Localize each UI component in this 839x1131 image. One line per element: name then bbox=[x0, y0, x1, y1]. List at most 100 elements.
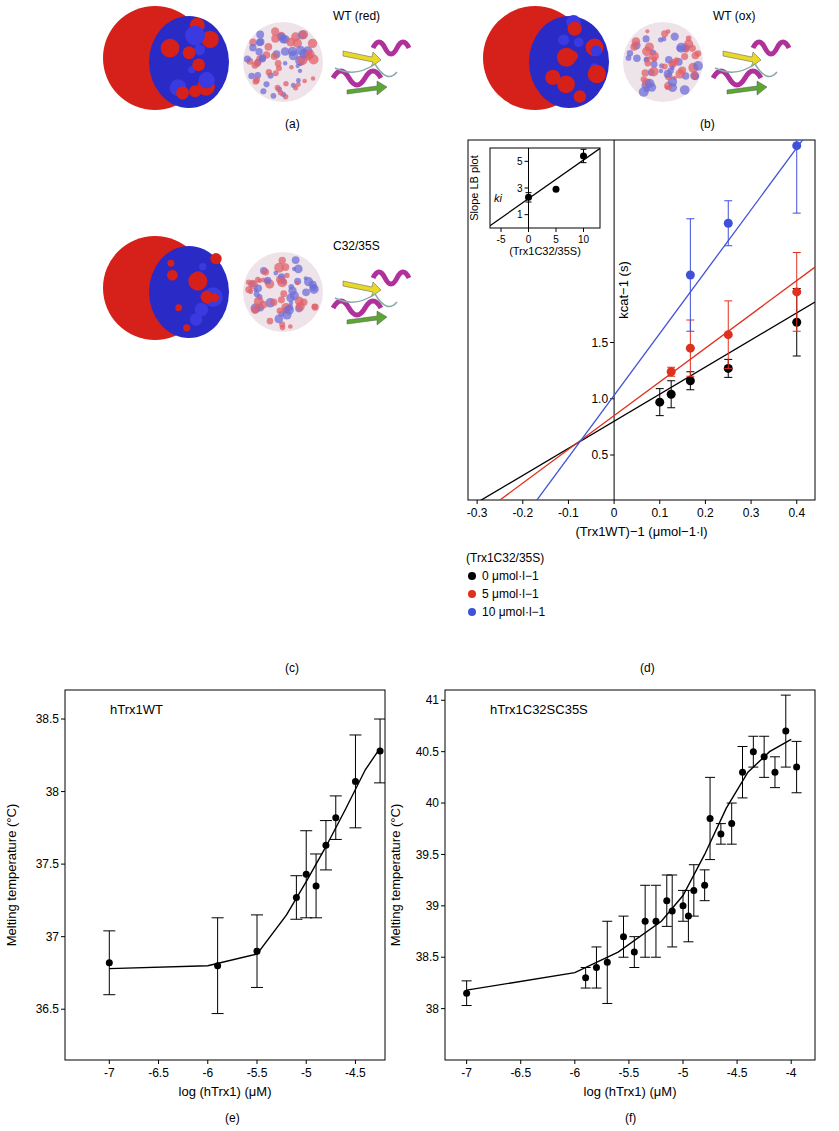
point bbox=[690, 887, 697, 894]
y-tick-label: 36.5 bbox=[36, 1002, 60, 1016]
x-axis-title: (Trx1WT)−1 (μmol−1·l) bbox=[576, 524, 708, 539]
chart-title: hTrx1C32SC35S bbox=[490, 702, 588, 717]
potential-bump bbox=[586, 38, 604, 56]
x-tick bbox=[109, 1060, 110, 1064]
y-axis-title: Melting temperature (°C) bbox=[388, 804, 403, 946]
x-tick-label: 10 bbox=[578, 234, 590, 245]
y-tick-label: 37.5 bbox=[36, 857, 60, 871]
error-bar bbox=[103, 931, 115, 995]
molecule-image bbox=[483, 6, 789, 110]
surface-patch bbox=[249, 44, 256, 51]
surface-patch bbox=[662, 63, 668, 69]
panel-label: (d) bbox=[640, 661, 655, 675]
point bbox=[793, 764, 800, 771]
x-tick bbox=[477, 500, 478, 504]
x-tick-label: -6 bbox=[202, 1066, 213, 1080]
surface-patch bbox=[693, 61, 703, 71]
y-tick-label: 1 bbox=[517, 209, 523, 220]
x-tick-label: -5 bbox=[497, 234, 506, 245]
point bbox=[582, 974, 589, 981]
potential-bump bbox=[183, 46, 196, 59]
fit-line bbox=[468, 302, 815, 500]
potential-bump bbox=[167, 270, 178, 281]
point bbox=[620, 933, 627, 940]
panel-label: (a) bbox=[285, 117, 300, 131]
surface-patch bbox=[284, 305, 294, 315]
point bbox=[717, 830, 724, 837]
point bbox=[686, 271, 695, 280]
ribbon-helix bbox=[333, 71, 381, 85]
error-bar bbox=[683, 890, 693, 941]
y-tick bbox=[441, 700, 445, 701]
point bbox=[707, 815, 714, 822]
x-tick-label: -0.2 bbox=[512, 506, 533, 520]
surface-patch bbox=[311, 76, 315, 80]
y-tick bbox=[61, 719, 65, 720]
x-tick bbox=[574, 1060, 575, 1064]
surface-patch bbox=[264, 43, 272, 51]
surface-patch bbox=[257, 38, 265, 46]
y-tick-label: 41 bbox=[426, 693, 440, 707]
point bbox=[724, 219, 733, 228]
x-tick bbox=[583, 228, 584, 232]
surface-patch bbox=[264, 277, 271, 284]
potential-bump bbox=[201, 291, 214, 304]
surface-patch bbox=[280, 290, 287, 297]
y-tick-label: 38 bbox=[46, 785, 60, 799]
point bbox=[667, 367, 676, 376]
surface-patch bbox=[294, 278, 301, 285]
fit-line bbox=[468, 140, 815, 500]
surface-patch bbox=[680, 85, 690, 95]
x-tick-label: -5 bbox=[301, 1066, 312, 1080]
y-tick bbox=[61, 936, 65, 937]
surface-patch bbox=[667, 68, 673, 74]
x-tick bbox=[501, 228, 502, 232]
surface-patch bbox=[278, 90, 284, 96]
surface-patch bbox=[288, 324, 293, 329]
surface-patch bbox=[262, 269, 269, 276]
point bbox=[685, 913, 692, 920]
surface-patch bbox=[690, 71, 699, 80]
x-axis-title: (Trx1C32/35S) bbox=[509, 245, 581, 257]
x-tick bbox=[614, 500, 615, 504]
potential-blue bbox=[149, 246, 229, 338]
x-tick-label: 0 bbox=[526, 234, 532, 245]
surface-patch bbox=[632, 37, 641, 46]
error-bar bbox=[770, 757, 780, 788]
surface-patch bbox=[288, 286, 296, 294]
y-axis-title: Slope LB plot bbox=[468, 155, 480, 220]
y-tick bbox=[525, 188, 529, 189]
surface-patch bbox=[281, 47, 290, 56]
point bbox=[750, 748, 757, 755]
data-group bbox=[462, 695, 802, 1005]
x-tick-label: -7 bbox=[461, 1066, 472, 1080]
surface-patch bbox=[284, 273, 289, 278]
image-label: WT (ox) bbox=[713, 9, 755, 23]
surface-patch bbox=[659, 69, 664, 74]
y-tick-label: 5 bbox=[517, 156, 523, 167]
point bbox=[792, 287, 801, 296]
y-tick bbox=[441, 751, 445, 752]
x-tick-label: -6 bbox=[569, 1066, 580, 1080]
y-tick bbox=[441, 1008, 445, 1009]
potential-bump bbox=[189, 85, 201, 97]
ribbon-helix bbox=[373, 42, 409, 54]
error-bar bbox=[793, 140, 801, 213]
x-tick bbox=[751, 500, 752, 504]
x-tick bbox=[683, 1060, 684, 1064]
ribbon-helix bbox=[753, 42, 789, 54]
surface-patch bbox=[681, 53, 688, 60]
x-tick bbox=[207, 1060, 208, 1064]
error-bar bbox=[667, 875, 677, 947]
error-bar bbox=[727, 803, 737, 844]
surface-patch bbox=[277, 277, 287, 287]
surface-patch bbox=[294, 265, 303, 274]
x-tick-label: -0.1 bbox=[558, 506, 579, 520]
point bbox=[106, 959, 113, 966]
x-tick-label: 0.4 bbox=[788, 506, 805, 520]
surface bbox=[243, 22, 323, 102]
error-bar bbox=[689, 865, 699, 916]
surface-patch bbox=[254, 284, 262, 292]
point bbox=[593, 964, 600, 971]
x-tick bbox=[568, 500, 569, 504]
